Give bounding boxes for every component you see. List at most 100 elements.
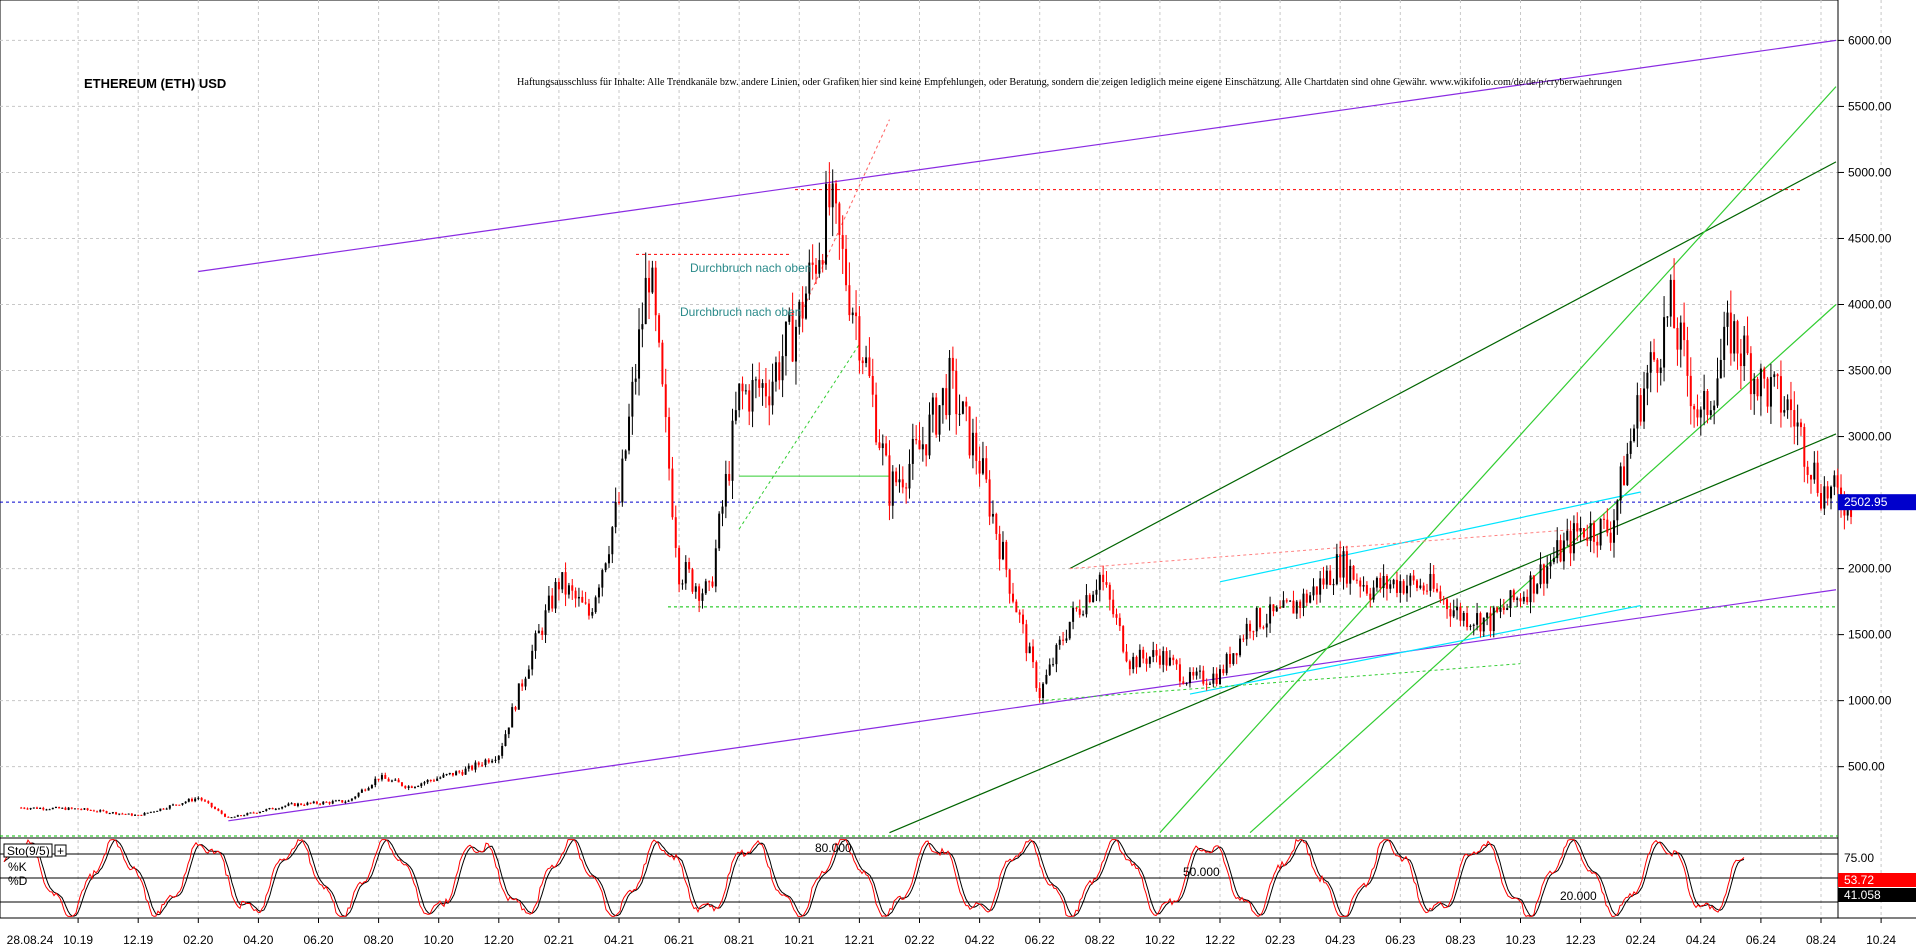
price-candle-body	[1419, 585, 1422, 588]
price-candle-body	[1526, 596, 1529, 603]
price-candle-body	[1456, 606, 1459, 611]
price-candle-body	[1592, 523, 1595, 542]
price-candle-body	[1479, 613, 1482, 632]
price-candle-body	[1065, 638, 1068, 641]
helper-line	[1039, 663, 1521, 702]
price-candle-body	[638, 329, 641, 379]
price-candle-body	[571, 585, 574, 591]
price-candle-body	[210, 802, 213, 807]
price-candle-body	[501, 745, 504, 756]
price-candle-body	[29, 808, 32, 810]
price-candle-body	[394, 779, 397, 781]
price-candle-body	[26, 808, 29, 810]
price-candle-body	[1796, 422, 1799, 427]
price-candle-body	[175, 804, 178, 806]
price-candle-body	[998, 533, 1001, 560]
price-candle-body	[1729, 312, 1732, 354]
price-candle-body	[1045, 674, 1048, 684]
price-candle-body	[370, 785, 373, 788]
price-candle-body	[168, 805, 171, 809]
price-candle-body	[1412, 575, 1415, 581]
price-candle-body	[1823, 486, 1826, 509]
price-candle-body	[814, 264, 817, 274]
osc-level-label: 50.000	[1183, 865, 1220, 879]
price-candle-body	[1168, 657, 1171, 666]
price-candle-body	[845, 248, 848, 286]
y-tick-label: 4000.00	[1848, 298, 1892, 312]
price-candle-body	[594, 597, 597, 613]
price-candle-body	[1843, 506, 1846, 516]
x-tick-label: 10.22	[1145, 933, 1175, 947]
price-candle-body	[1813, 462, 1816, 480]
price-candle-body	[1162, 651, 1165, 665]
last-price-badge	[1838, 494, 1916, 511]
price-candle-body	[1132, 656, 1135, 670]
price-candle-body	[1245, 623, 1248, 640]
x-tick-label: 04.21	[604, 933, 634, 947]
price-candle-body	[1452, 610, 1455, 617]
price-candle-body	[1028, 646, 1031, 654]
price-candle-body	[1325, 570, 1328, 585]
price-candle-body	[1609, 532, 1612, 543]
price-candle-body	[252, 812, 255, 814]
price-candle-body	[607, 554, 610, 564]
price-candle-body	[531, 650, 534, 670]
price-candle-body	[1519, 598, 1522, 602]
price-candle-body	[871, 376, 874, 395]
price-candle-body	[561, 572, 564, 590]
price-candle-body	[277, 808, 280, 810]
price-candle-body	[347, 800, 350, 802]
trend-line	[228, 589, 1837, 822]
price-candle-body	[436, 778, 439, 781]
price-candle-body	[704, 581, 707, 594]
price-candle-body	[1426, 590, 1429, 592]
price-candle-body	[1062, 639, 1065, 641]
price-candle-body	[96, 811, 99, 813]
price-candle-body	[249, 812, 252, 814]
price-candle-body	[724, 473, 727, 507]
price-candle-body	[1719, 359, 1722, 379]
x-tick-label: 08.23	[1445, 933, 1475, 947]
price-candle-body	[584, 602, 587, 604]
price-candle-body	[1673, 279, 1676, 328]
price-candle-body	[981, 458, 984, 474]
price-candle-body	[888, 455, 891, 506]
price-candle-body	[1489, 612, 1492, 632]
price-candle-body	[1319, 578, 1322, 595]
price-candle-body	[1793, 410, 1796, 427]
price-candle-body	[1559, 540, 1562, 562]
price-candle-body	[429, 779, 432, 781]
price-candle-body	[1669, 279, 1672, 317]
price-candle-body	[1476, 613, 1479, 625]
price-candle-body	[1315, 586, 1318, 595]
osc-d-badge	[1838, 888, 1916, 902]
price-candle-body	[868, 357, 871, 377]
y-tick-label: 1000.00	[1848, 694, 1892, 708]
price-candle-body	[1546, 566, 1549, 584]
price-candle-body	[554, 581, 557, 609]
price-candle-body	[1148, 656, 1151, 664]
price-candle-body	[624, 450, 627, 459]
price-candle-body	[32, 807, 35, 809]
price-candle-body	[701, 593, 704, 601]
price-candle-body	[1208, 683, 1211, 685]
price-candle-body	[230, 817, 233, 819]
price-candle-body	[1038, 688, 1041, 698]
price-candle-body	[1215, 673, 1218, 684]
price-candle-body	[1820, 492, 1822, 509]
y-tick-label: 5500.00	[1848, 99, 1892, 113]
price-candle-body	[243, 815, 246, 817]
price-candle-body	[1703, 390, 1706, 410]
price-candle-body	[577, 596, 580, 599]
price-candle-body	[658, 315, 661, 343]
price-candle-body	[1623, 466, 1626, 486]
price-candle-body	[1799, 422, 1802, 428]
osc-k-badge	[1838, 873, 1916, 887]
price-candle-body	[1466, 612, 1469, 627]
price-candle-body	[1001, 541, 1004, 560]
price-candle-body	[1032, 646, 1035, 663]
price-candle-body	[985, 458, 988, 480]
price-candle-body	[1145, 658, 1148, 664]
price-candle-body	[1115, 614, 1118, 618]
price-candle-body	[410, 786, 413, 788]
